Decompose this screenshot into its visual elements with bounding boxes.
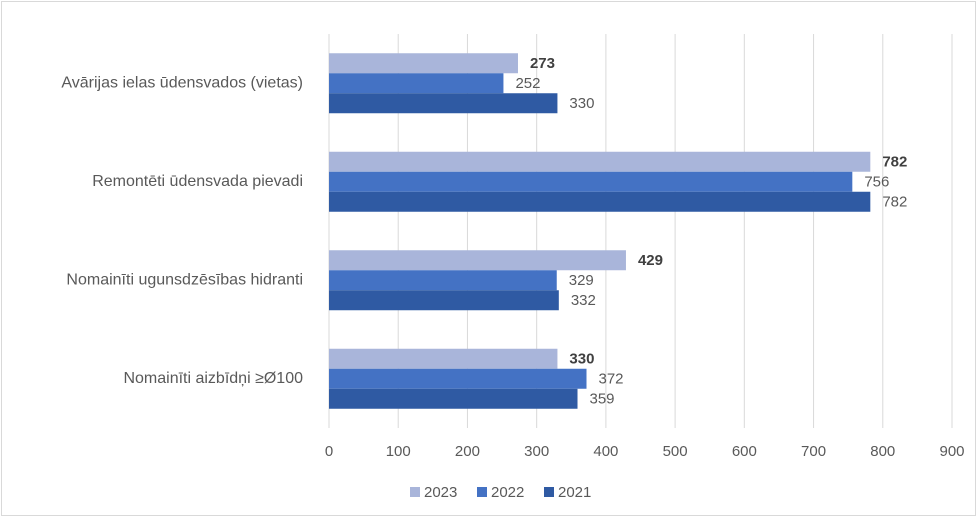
data-label: 252 <box>515 75 540 92</box>
bar <box>329 151 871 172</box>
bar <box>329 73 504 94</box>
legend-label: 2022 <box>491 484 524 501</box>
data-label: 332 <box>571 292 596 309</box>
data-label: 782 <box>882 154 907 171</box>
data-label: 782 <box>882 194 907 211</box>
data-label: 359 <box>590 391 615 408</box>
x-tick-label: 400 <box>593 443 618 460</box>
data-label: 273 <box>530 55 555 72</box>
legend-label: 2021 <box>558 484 591 501</box>
x-tick-label: 500 <box>663 443 688 460</box>
data-label: 756 <box>864 174 889 191</box>
x-tick-label: 0 <box>325 443 333 460</box>
bar <box>329 290 559 311</box>
category-label: Nomainīti aizbīdņi ≥Ø100 <box>123 370 303 387</box>
bar <box>329 53 518 74</box>
data-label: 330 <box>569 351 594 368</box>
bar <box>329 250 626 271</box>
data-label: 372 <box>599 371 624 388</box>
bar <box>329 388 578 409</box>
bar <box>329 93 558 114</box>
x-tick-label: 700 <box>801 443 826 460</box>
category-label: Avārijas ielas ūdensvados (vietas) <box>61 74 303 91</box>
legend-swatch <box>410 487 420 497</box>
data-label: 429 <box>638 252 663 269</box>
legend-swatch <box>544 487 554 497</box>
category-label: Remontēti ūdensvada pievadi <box>92 173 303 190</box>
bar <box>329 171 853 192</box>
bar <box>329 191 871 212</box>
legend-swatch <box>477 487 487 497</box>
bar <box>329 270 557 291</box>
data-label: 329 <box>569 272 594 289</box>
x-tick-label: 200 <box>455 443 480 460</box>
x-tick-label: 600 <box>732 443 757 460</box>
data-label: 330 <box>569 95 594 112</box>
category-label: Nomainīti ugunsdzēsības hidranti <box>66 271 303 288</box>
x-tick-label: 900 <box>939 443 964 460</box>
x-tick-label: 300 <box>524 443 549 460</box>
x-tick-label: 800 <box>870 443 895 460</box>
bar <box>329 368 587 389</box>
x-tick-label: 100 <box>386 443 411 460</box>
bar <box>329 348 558 369</box>
legend-label: 2023 <box>424 484 457 501</box>
